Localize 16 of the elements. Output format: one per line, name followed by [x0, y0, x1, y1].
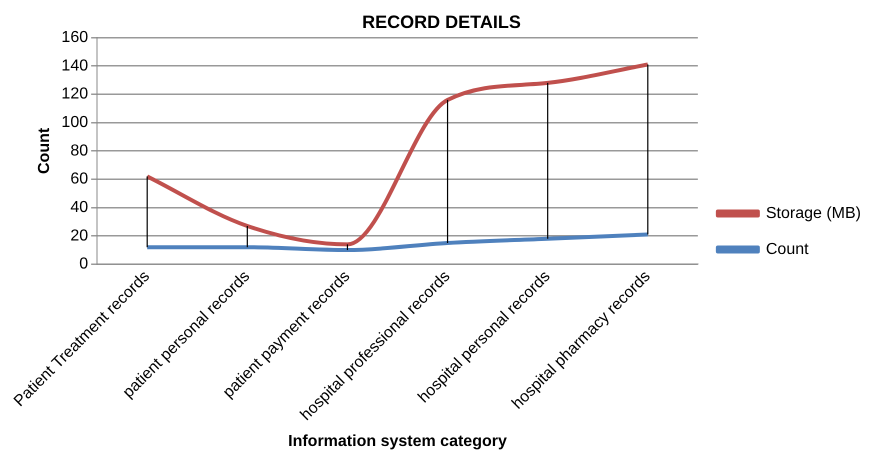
- y-tick-label: 80: [70, 142, 88, 160]
- legend-label: Storage (MB): [766, 204, 861, 222]
- y-tick-label: 100: [61, 114, 88, 131]
- y-axis-title: Count: [36, 127, 54, 174]
- chart-title: RECORD DETAILS: [362, 12, 521, 32]
- y-tick-label: 0: [79, 256, 88, 273]
- x-axis-title: Information system category: [288, 432, 507, 450]
- line-series: [145, 232, 650, 252]
- line-series: [145, 62, 650, 246]
- y-tick-label: 40: [70, 198, 88, 216]
- y-tick-label: 60: [70, 170, 88, 188]
- y-tick-label: 20: [70, 227, 88, 244]
- y-tick-label: 120: [61, 86, 88, 103]
- y-tick-label: 160: [61, 29, 88, 46]
- y-tick-label: 140: [61, 57, 88, 74]
- legend-label: Count: [766, 240, 810, 258]
